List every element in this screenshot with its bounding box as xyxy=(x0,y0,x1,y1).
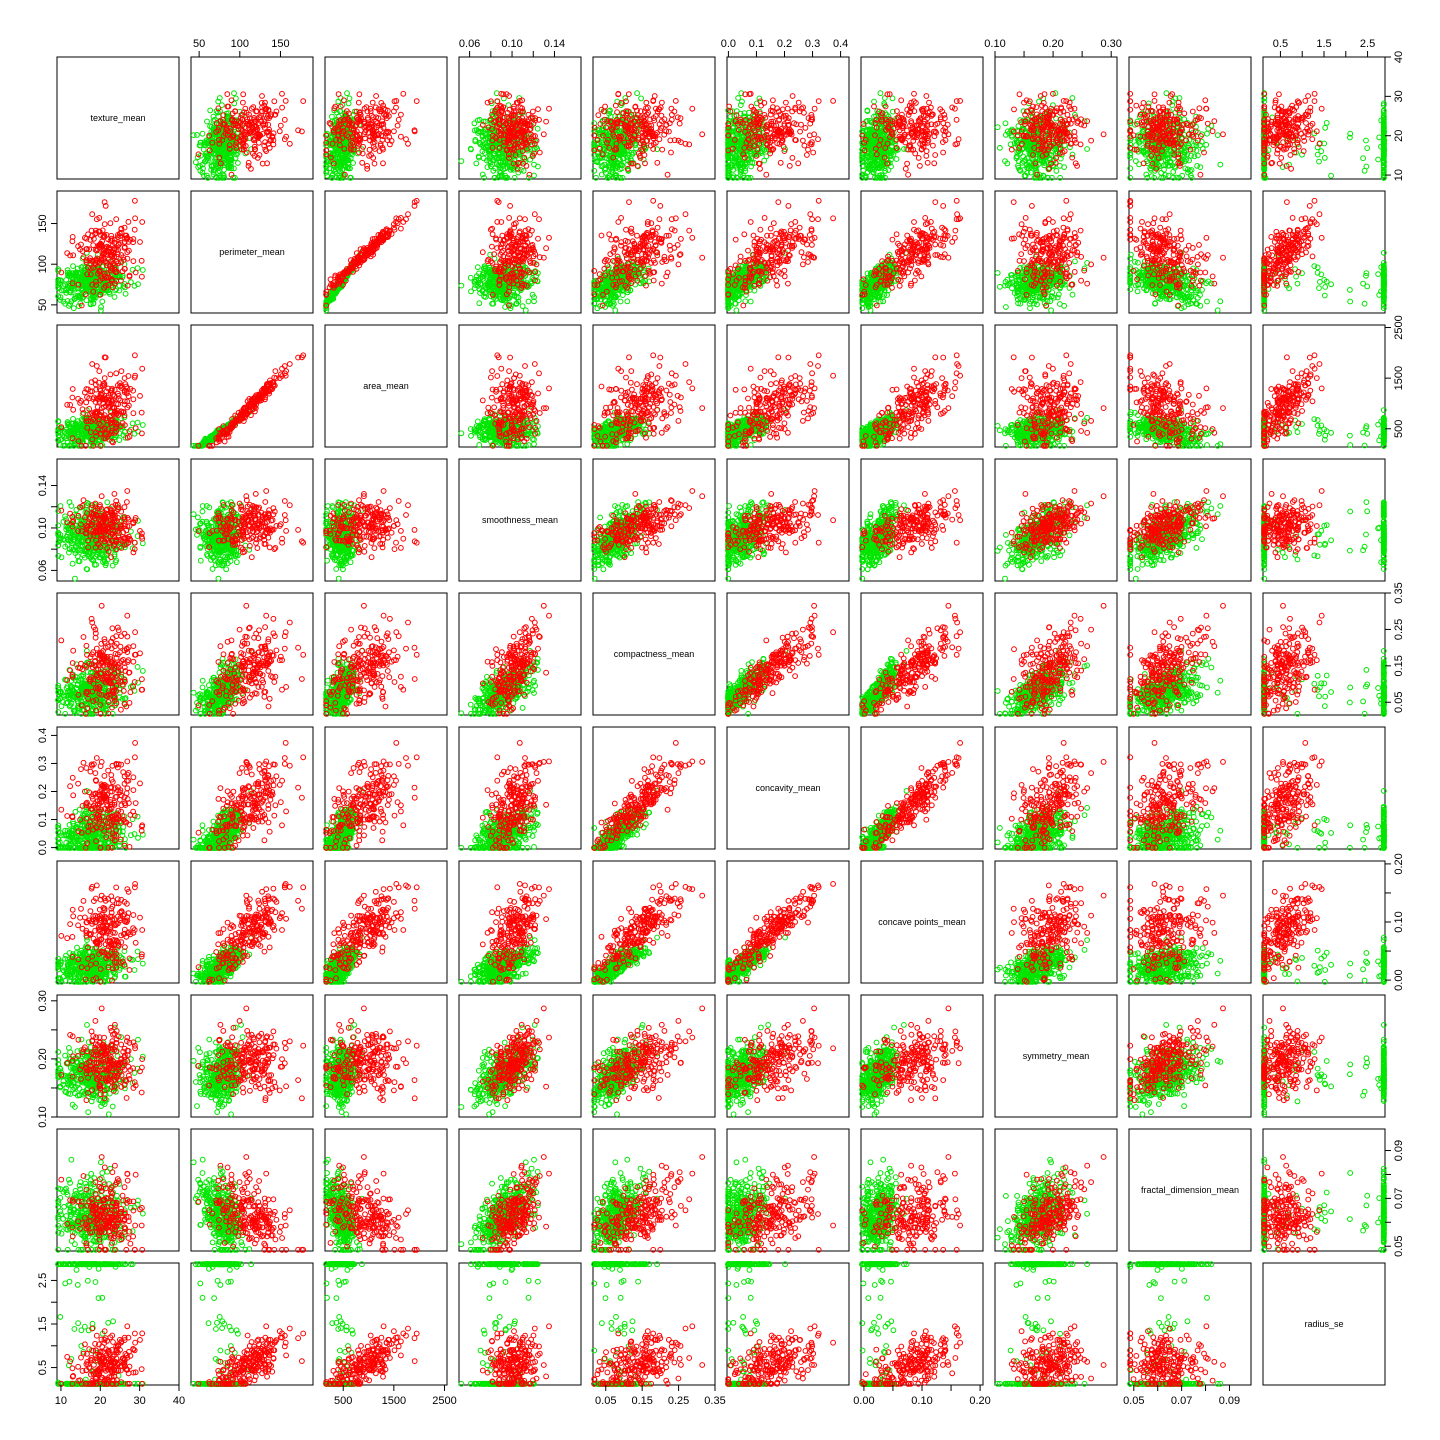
panel-texture-mean-vs-perimeter-mean xyxy=(191,57,313,180)
variable-label: texture_mean xyxy=(90,113,145,123)
data-point-benign xyxy=(208,108,213,113)
data-point-benign xyxy=(200,131,205,136)
data-point-benign xyxy=(236,161,241,166)
data-point-benign xyxy=(205,119,210,124)
data-point-benign xyxy=(232,101,237,106)
data-point-benign xyxy=(193,160,198,165)
data-point-benign xyxy=(191,133,196,138)
data-point-benign xyxy=(222,167,227,172)
diagonal-panel-texture-mean: texture_mean xyxy=(57,57,179,179)
data-point-benign xyxy=(232,91,237,96)
